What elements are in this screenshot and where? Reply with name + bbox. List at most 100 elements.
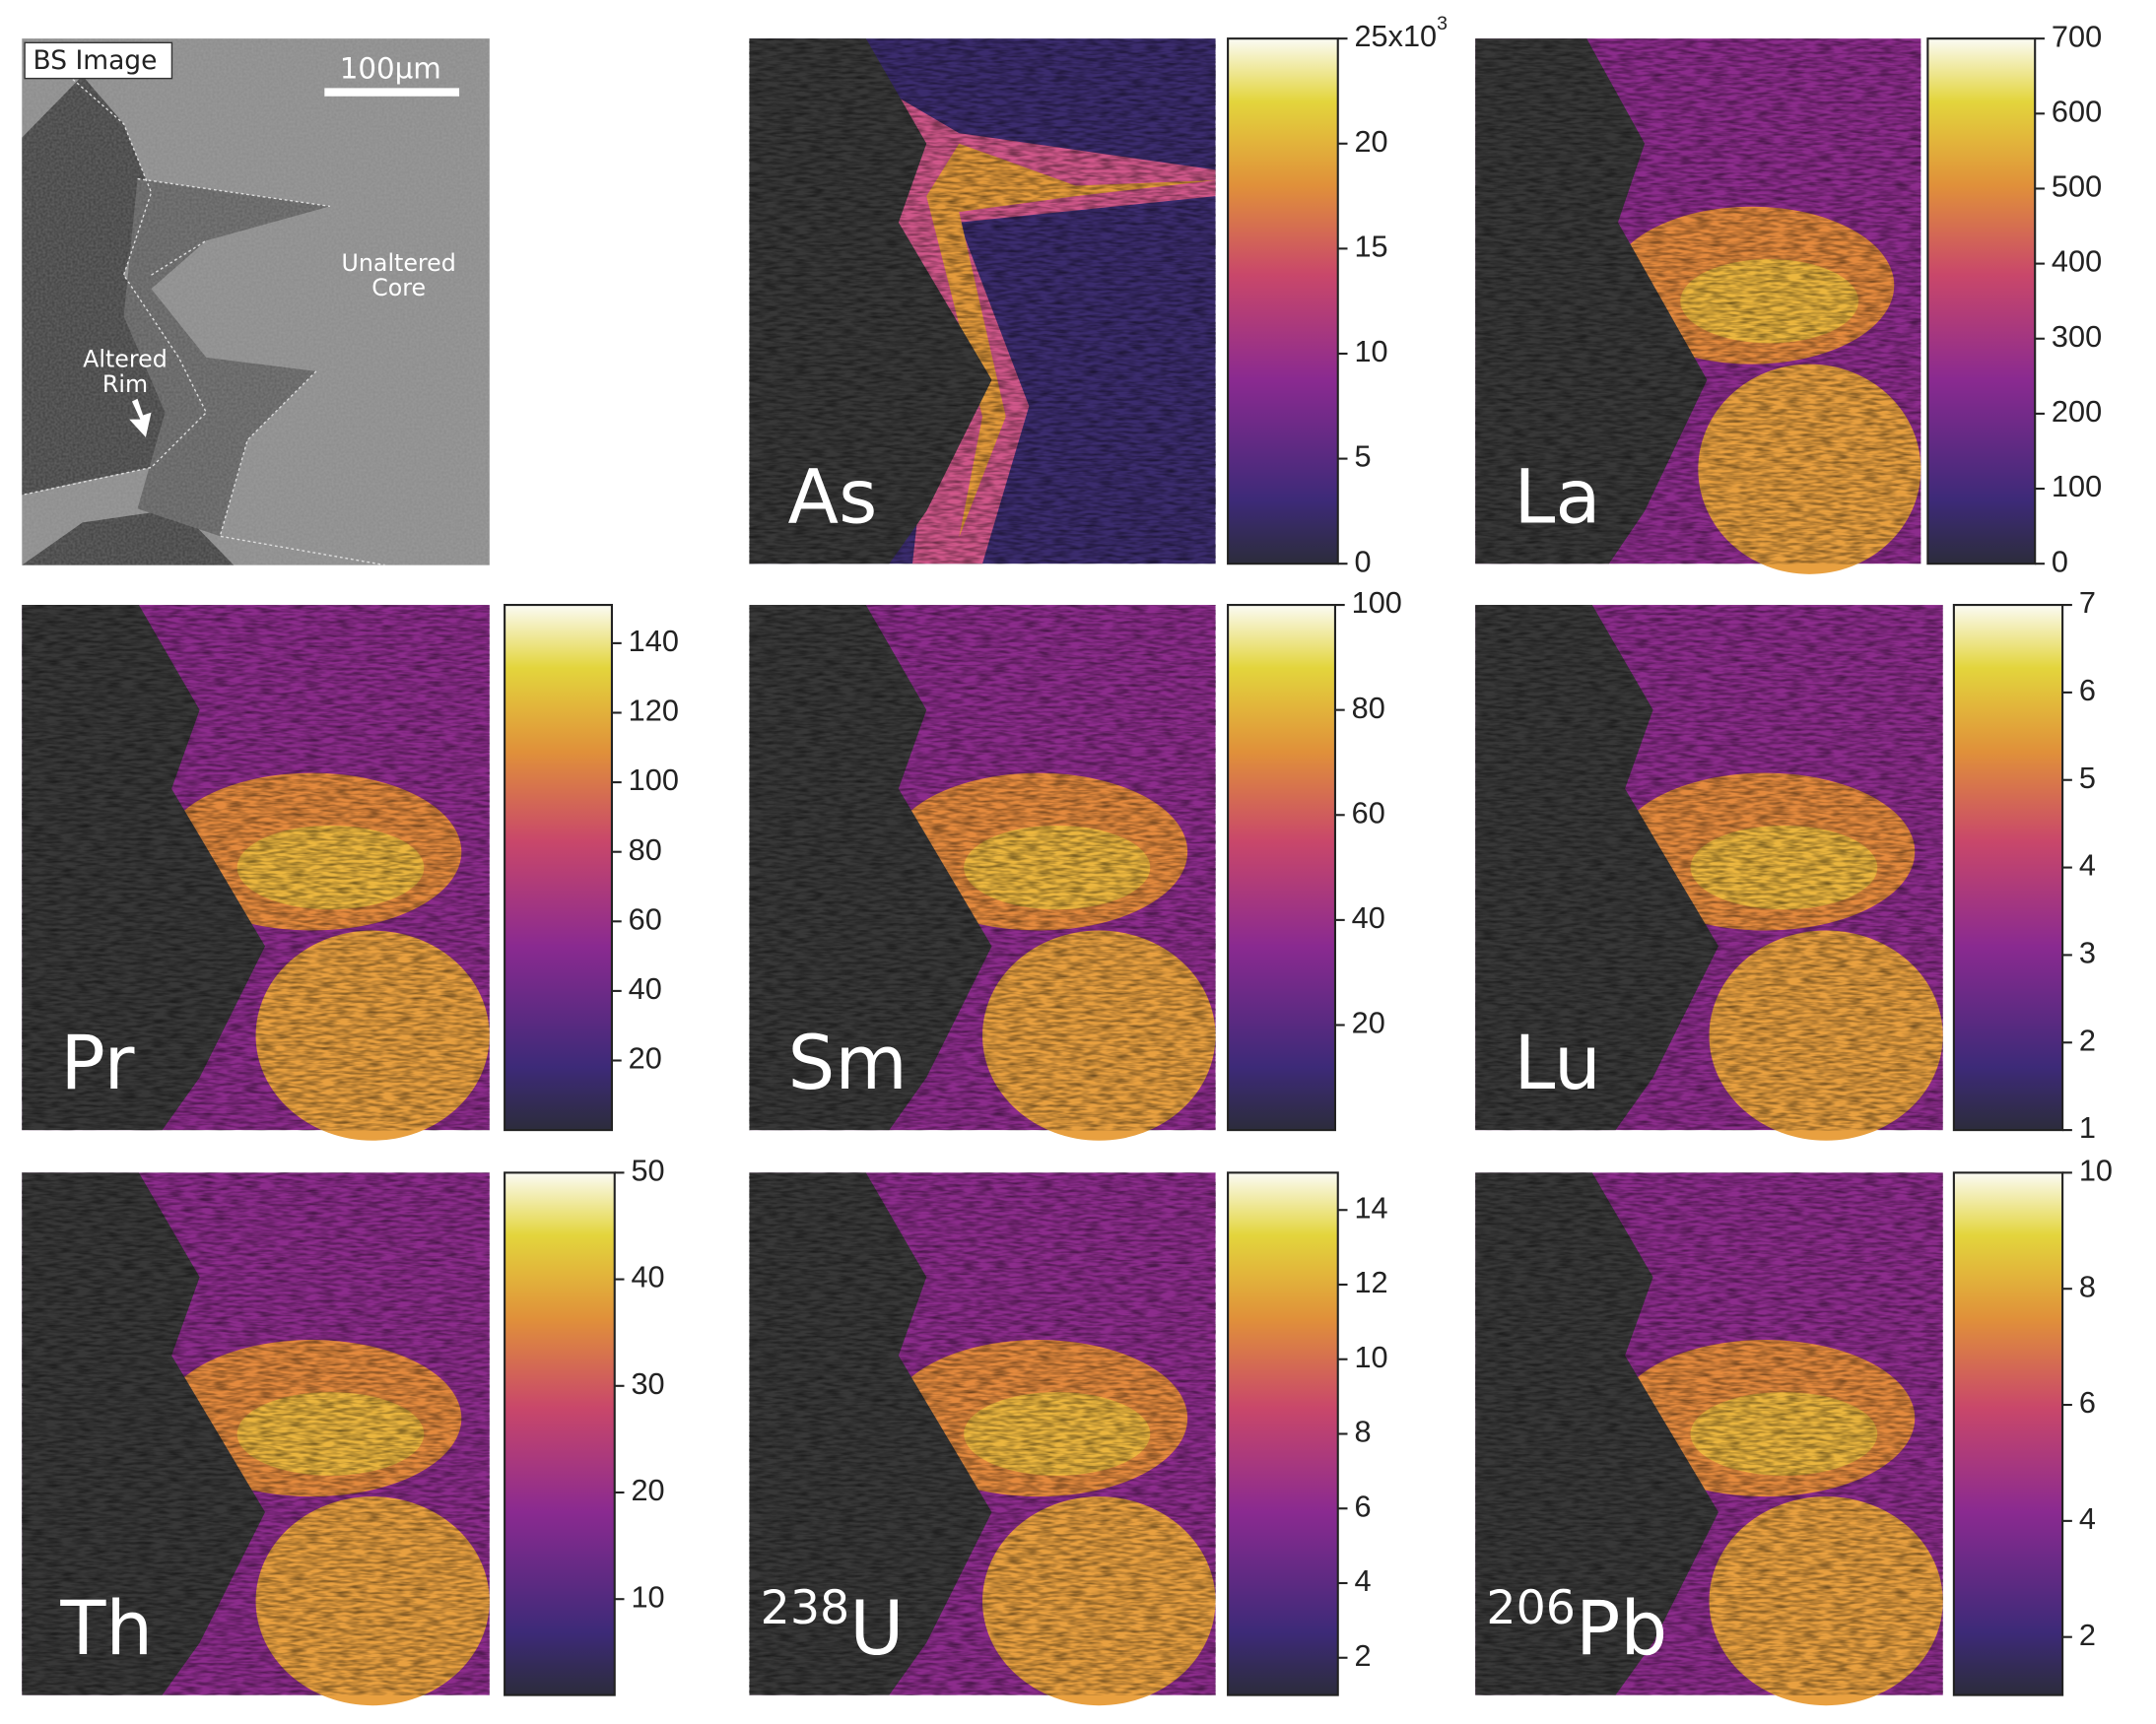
tick-label: 10: [1354, 1340, 1387, 1374]
tick-label: 20: [1354, 124, 1387, 159]
tick-label: 8: [2079, 1269, 2096, 1303]
panel-label: Th: [59, 1585, 153, 1672]
tick-exponent: 3: [1437, 13, 1448, 34]
colorbar: [1952, 1171, 2064, 1696]
tick-label: 30: [631, 1366, 664, 1401]
element-panel: Lu 1 2 3 4 5 6 7: [1475, 585, 2096, 1145]
colorbar: [504, 1171, 616, 1696]
element-panel: Sm 20 40 60 80 100: [749, 585, 1402, 1141]
tick-label: 14: [1354, 1190, 1387, 1225]
tick-label: 100: [629, 763, 679, 797]
tick-label: 8: [1354, 1415, 1371, 1449]
texture: [1475, 38, 1921, 564]
element-panel: 238U 2 4 6 8 10 12 14: [749, 1171, 1388, 1706]
panel-label: Sm: [788, 1020, 908, 1106]
tick-label: 60: [629, 901, 662, 936]
tick-label: 3: [2079, 936, 2096, 970]
tick-label: 600: [2052, 94, 2102, 128]
tick-label: 0: [1354, 544, 1371, 578]
element: Th: [59, 1585, 153, 1672]
texture: [749, 38, 1216, 564]
tick-label: 300: [2052, 319, 2102, 354]
tick-label: 700: [2052, 19, 2102, 53]
tick-label: 1: [2079, 1110, 2096, 1145]
annotation-line: Core: [371, 274, 426, 301]
element-panel: As 0 5 10 15 20 25x103: [749, 13, 1448, 578]
panel-label: As: [788, 453, 878, 540]
tick-label: 500: [2052, 169, 2102, 204]
tick-label: 40: [629, 971, 662, 1006]
tick-label: 40: [631, 1260, 664, 1294]
bs-label: BS Image: [33, 45, 157, 76]
element-panel: La 0 100 200 300 400 500 600 700: [1475, 19, 2102, 578]
arrow: [129, 398, 152, 437]
tick-label: 12: [1354, 1265, 1387, 1299]
tick-label: 20: [1352, 1006, 1385, 1040]
element: Pb: [1576, 1585, 1667, 1672]
tick-label: 4: [2079, 1501, 2096, 1536]
colorbar: [1926, 37, 2037, 565]
bs-image-panel: BS Image 100µm Unaltered Core Altered Ri…: [22, 38, 490, 566]
texture: [22, 38, 490, 565]
tick-label: 6: [2079, 673, 2096, 707]
tick-label: 120: [629, 694, 679, 728]
panel-label: La: [1514, 453, 1600, 540]
element-panel: 206Pb 2 4 6 8 10: [1475, 1153, 2113, 1706]
panel-label: Lu: [1514, 1020, 1600, 1106]
tick-label: 5: [2079, 761, 2096, 795]
colorbar: [1227, 1171, 1339, 1696]
tick-text: 25x10: [1354, 19, 1437, 53]
tick-label: 2: [2079, 1023, 2096, 1057]
annotation-line: Rim: [102, 370, 148, 398]
tick-label: 80: [1352, 691, 1385, 725]
isotope: 206: [1486, 1581, 1576, 1635]
tick-label: 4: [1354, 1563, 1371, 1598]
tick-label: 6: [1354, 1489, 1371, 1523]
label-box: [24, 41, 173, 80]
tick-label: 20: [629, 1041, 662, 1076]
tick-label: 10: [1354, 334, 1387, 368]
tick-label: 50: [631, 1153, 664, 1187]
tick-label: 200: [2052, 394, 2102, 429]
colorbar: [1952, 604, 2064, 1132]
colorbar: [1227, 37, 1339, 565]
texture: [749, 1172, 1216, 1695]
tick-label: 0: [2052, 544, 2068, 578]
tick-label: 4: [2079, 848, 2096, 883]
element: U: [849, 1585, 904, 1672]
texture: [1475, 605, 1943, 1131]
texture: [749, 605, 1216, 1131]
tick-label: 7: [2079, 585, 2096, 620]
panel-label: 238U: [761, 1581, 905, 1672]
tick-label: 6: [2079, 1385, 2096, 1420]
tick-label: 40: [1352, 900, 1385, 935]
annotation-line: Altered: [83, 346, 168, 373]
texture: [22, 605, 490, 1131]
tick-label: 100: [2052, 469, 2102, 503]
tick-label: 10: [631, 1579, 664, 1614]
element: Sm: [788, 1020, 908, 1106]
texture: [1475, 1172, 1943, 1695]
element: Pr: [60, 1020, 134, 1106]
tick-label: 60: [1352, 795, 1385, 829]
element-panel: Th 10 20 30 40 50: [22, 1153, 665, 1706]
tick-label: 5: [1354, 439, 1371, 474]
element: Lu: [1514, 1020, 1600, 1106]
scale-bar: [324, 88, 460, 97]
tick-label: 20: [631, 1473, 664, 1507]
element: As: [788, 453, 878, 540]
tick-label: 140: [629, 624, 679, 658]
annotation-line: Unaltered: [342, 249, 456, 277]
scale-bar-label: 100µm: [340, 52, 441, 86]
tick-label: 25x103: [1354, 13, 1447, 53]
element-panel: Pr 20 40 60 80 100 120 140: [22, 604, 679, 1141]
tick-label: 2: [1354, 1638, 1371, 1673]
element: La: [1514, 453, 1600, 540]
texture: [22, 1172, 490, 1695]
boundary: [137, 177, 385, 566]
panel-label: Pr: [60, 1020, 134, 1106]
panel-label: 206Pb: [1486, 1581, 1667, 1672]
isotope: 238: [761, 1581, 850, 1635]
